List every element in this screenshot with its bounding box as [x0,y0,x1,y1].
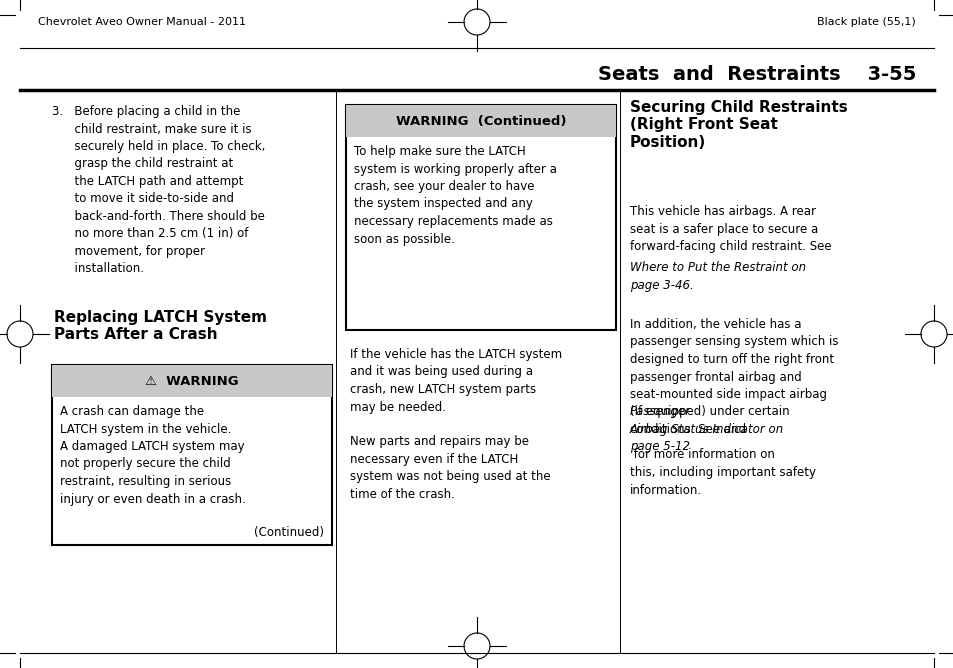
Text: Replacing LATCH System
Parts After a Crash: Replacing LATCH System Parts After a Cra… [54,310,267,343]
Bar [52,365,332,545]
Text: for more information on
this, including important safety
information.: for more information on this, including … [629,448,815,496]
Text: (Continued): (Continued) [253,526,324,539]
Text: If the vehicle has the LATCH system
and it was being used during a
crash, new LA: If the vehicle has the LATCH system and … [350,348,561,413]
Bar [346,105,616,137]
Text: Seats  and  Restraints    3-55: Seats and Restraints 3-55 [597,65,915,84]
Text: Passenger
Airbag Status Indicator on
page 5-12: Passenger Airbag Status Indicator on pag… [629,405,783,453]
Text: This vehicle has airbags. A rear
seat is a safer place to secure a
forward-facin: This vehicle has airbags. A rear seat is… [629,205,831,271]
Bar [52,365,332,397]
Text: To help make sure the LATCH
system is working properly after a
crash, see your d: To help make sure the LATCH system is wo… [354,145,557,246]
Text: Chevrolet Aveo Owner Manual - 2011: Chevrolet Aveo Owner Manual - 2011 [38,17,246,27]
Bar [346,105,616,330]
Text: A crash can damage the
LATCH system in the vehicle.
A damaged LATCH system may
n: A crash can damage the LATCH system in t… [60,405,246,506]
Text: New parts and repairs may be
necessary even if the LATCH
system was not being us: New parts and repairs may be necessary e… [350,435,550,500]
Text: Where to Put the Restraint on
page 3-46.: Where to Put the Restraint on page 3-46. [629,261,805,291]
Text: Securing Child Restraints
(Right Front Seat
Position): Securing Child Restraints (Right Front S… [629,100,847,150]
Text: Black plate (55,1): Black plate (55,1) [817,17,915,27]
Text: 3.   Before placing a child in the
      child restraint, make sure it is
      : 3. Before placing a child in the child r… [52,105,265,275]
Text: WARNING  (Continued): WARNING (Continued) [395,114,566,128]
Text: ⚠  WARNING: ⚠ WARNING [145,375,238,387]
Text: In addition, the vehicle has a
passenger sensing system which is
designed to tur: In addition, the vehicle has a passenger… [629,318,838,436]
